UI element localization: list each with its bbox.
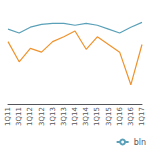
svg-text:1Q11: 1Q11 [4, 107, 12, 126]
svg-text:1Q17: 1Q17 [138, 107, 146, 126]
svg-text:1Q14: 1Q14 [71, 106, 79, 125]
svg-text:bln: bln [134, 138, 146, 147]
svg-text:3Q15: 3Q15 [105, 107, 113, 126]
svg-text:1Q16: 1Q16 [116, 106, 124, 125]
svg-text:1Q15: 1Q15 [93, 107, 101, 126]
svg-text:3Q16: 3Q16 [127, 106, 135, 125]
svg-text:3Q11: 3Q11 [15, 107, 23, 126]
svg-text:3Q12: 3Q12 [38, 107, 46, 126]
svg-text:1Q12: 1Q12 [26, 107, 34, 126]
svg-text:3Q13: 3Q13 [60, 107, 68, 126]
svg-text:3Q14: 3Q14 [82, 106, 90, 125]
svg-text:1Q13: 1Q13 [49, 107, 57, 126]
